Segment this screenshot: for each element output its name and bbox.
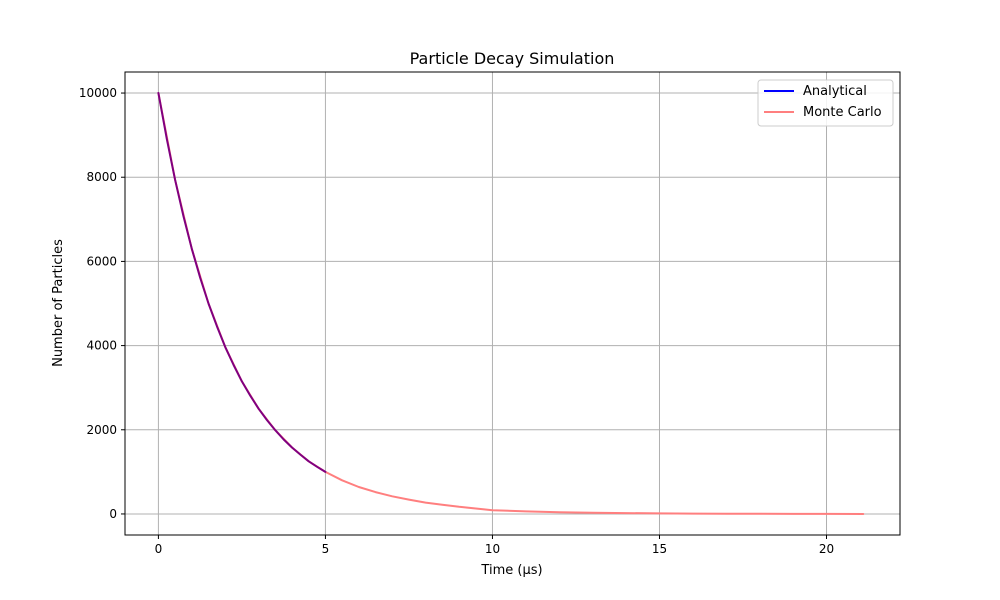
x-tick-label: 15 xyxy=(652,542,667,556)
y-tick-label: 8000 xyxy=(86,170,117,184)
chart-title: Particle Decay Simulation xyxy=(410,49,615,68)
series-line-analytical xyxy=(157,92,327,473)
legend: Analytical Monte Carlo xyxy=(757,79,894,127)
plot-frame xyxy=(124,71,901,536)
x-tick-label: 0 xyxy=(155,542,163,556)
series-line-monte-carlo xyxy=(157,92,865,515)
x-tick-label: 20 xyxy=(819,542,834,556)
y-axis-label: Number of Particles xyxy=(51,239,66,367)
series-group xyxy=(157,92,865,515)
x-axis-label: Time (µs) xyxy=(480,563,542,578)
ticks: 0 5 10 15 20 0 2000 4000 6000 8000 10000 xyxy=(79,86,834,556)
y-tick-label: 6000 xyxy=(86,254,117,268)
grid xyxy=(125,72,900,535)
x-tick-label: 10 xyxy=(485,542,500,556)
y-tick-label: 10000 xyxy=(79,86,117,100)
x-tick-label: 5 xyxy=(322,542,330,556)
legend-label-monte-carlo: Monte Carlo xyxy=(803,105,882,120)
legend-label-analytical: Analytical xyxy=(803,84,867,99)
y-tick-label: 2000 xyxy=(86,423,117,437)
y-tick-label: 0 xyxy=(109,507,117,521)
y-tick-label: 4000 xyxy=(86,339,117,353)
